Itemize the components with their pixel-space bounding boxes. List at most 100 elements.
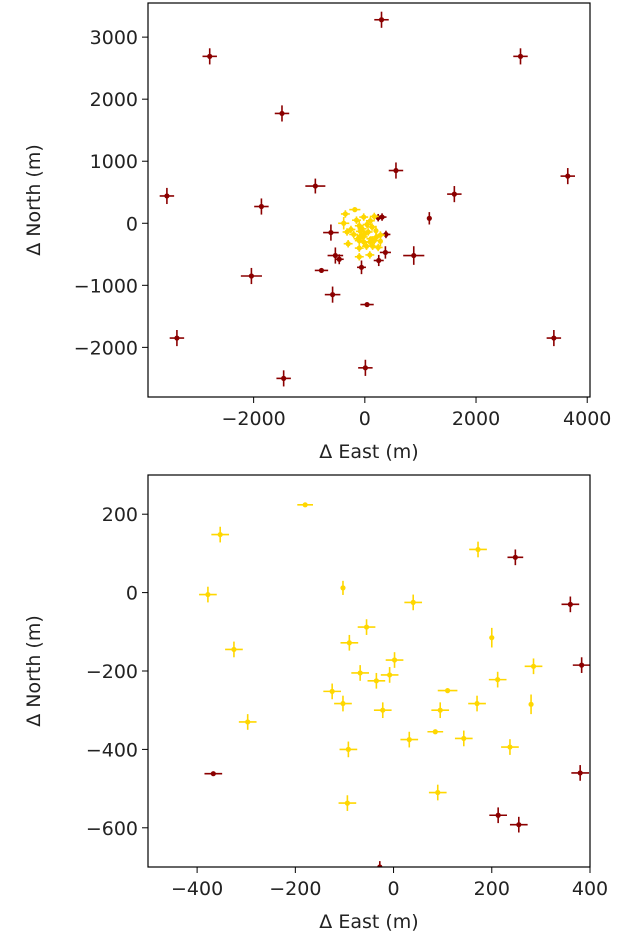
bottom-chart-x-tick-label: −400 <box>171 878 223 900</box>
top-chart-data-point-inner <box>365 251 375 259</box>
bottom-chart-data-point-inner <box>428 784 447 801</box>
top-chart-data-point-outer <box>513 48 528 65</box>
bottom-chart-data-point-inner <box>367 672 386 689</box>
bottom-chart-data-point-inner <box>380 667 399 683</box>
top-chart-data-point-outer <box>560 168 575 185</box>
top-chart-data-point-outer <box>324 286 341 303</box>
top-chart-data-point-outer <box>334 254 344 265</box>
bottom-chart-data-point-inner <box>323 683 342 700</box>
top-chart-data-point-outer <box>403 246 425 265</box>
bottom-chart-panel: −400 −200 0 200 400 −600 −400 −200 0 200 Δ East … <box>23 474 608 933</box>
top-chart-data-point-outer <box>274 105 290 122</box>
top-chart-data-point-outer <box>388 162 404 179</box>
bottom-chart-y-tick-label: −400 <box>86 739 138 761</box>
bottom-chart-data-point-inner <box>225 641 243 658</box>
bottom-chart-x-tick-label: 0 <box>388 878 400 900</box>
top-chart-data-point-inner <box>377 236 383 247</box>
bottom-chart-y-tick-label: 200 <box>102 504 138 526</box>
bottom-chart-data-point-inner <box>351 665 369 681</box>
top-chart-data-point-outer <box>327 247 344 264</box>
top-chart-data-point-outer <box>447 186 462 203</box>
top-chart-data-point-inner <box>359 213 369 221</box>
bottom-chart-x-ticks: −400 −200 0 200 400 <box>171 867 608 900</box>
top-chart-x-tick-label: 4000 <box>563 408 611 430</box>
top-chart-data-point-inner <box>373 243 383 252</box>
top-chart-data-point-outer <box>305 178 326 194</box>
top-chart-data-point-inner <box>340 210 350 218</box>
bottom-chart-data-point-inner <box>404 594 423 611</box>
top-chart-data-point-inner <box>349 230 359 239</box>
top-chart-points <box>159 11 575 387</box>
bottom-chart-x-axis-label: Δ East (m) <box>319 911 418 933</box>
bottom-chart-data-point-inner <box>339 741 358 758</box>
top-chart-data-point-outer <box>373 254 384 267</box>
top-chart-x-tick-label: −2000 <box>221 408 285 430</box>
bottom-chart-data-point-outer <box>572 657 590 673</box>
bottom-chart-data-point-outer <box>509 816 528 833</box>
bottom-chart-y-tick-label: 0 <box>126 583 138 605</box>
bottom-chart-data-point-inner <box>528 694 534 715</box>
bottom-chart-data-point-inner <box>454 730 473 747</box>
bottom-chart-data-point-inner <box>238 714 257 730</box>
top-chart-data-point-outer <box>374 11 389 28</box>
top-chart-y-tick-label: 0 <box>126 213 138 235</box>
bottom-chart-y-tick-label: −600 <box>86 818 138 840</box>
bottom-chart-data-point-inner <box>338 795 357 811</box>
bottom-chart-data-point-outer <box>377 861 383 867</box>
top-chart-y-tick-label: 1000 <box>90 151 138 173</box>
top-chart-data-point-outer <box>159 187 175 205</box>
bottom-chart-data-point-inner <box>385 652 404 668</box>
top-chart-data-point-inner <box>363 228 373 236</box>
bottom-chart-data-point-inner <box>211 526 230 543</box>
top-chart-data-point-inner <box>338 217 350 230</box>
top-chart-y-ticks: −2000 −1000 0 1000 2000 3000 <box>74 27 148 359</box>
top-chart-y-tick-label: 3000 <box>90 27 138 49</box>
top-chart-data-point-inner <box>343 240 353 248</box>
bottom-chart-data-point-inner <box>489 627 495 648</box>
top-chart-y-axis-label: Δ North (m) <box>23 144 45 256</box>
top-chart-data-point-inner <box>352 216 361 224</box>
bottom-chart-data-point-inner <box>340 634 359 651</box>
top-chart-data-point-outer <box>379 246 391 259</box>
bottom-chart-data-point-inner <box>427 729 444 735</box>
bottom-chart-data-point-outer <box>507 549 524 566</box>
bottom-chart-x-tick-label: 400 <box>572 878 608 900</box>
bottom-chart-data-point-outer <box>204 771 223 777</box>
top-chart-data-point-outer <box>426 212 432 225</box>
top-chart-x-ticks: −2000 0 2000 4000 <box>221 397 611 430</box>
bottom-chart-data-point-outer <box>489 807 508 824</box>
top-chart-panel: −2000 0 2000 4000 −2000 −1000 0 1000 2000 3000 Δ… <box>23 2 611 463</box>
top-chart-data-point-outer <box>202 48 217 65</box>
top-chart-data-point-outer <box>254 198 269 215</box>
bottom-chart-data-point-inner <box>357 619 376 635</box>
bottom-chart-data-point-inner <box>469 541 487 558</box>
top-chart-data-point-inner <box>354 244 364 252</box>
top-chart-y-tick-label: −1000 <box>74 275 138 297</box>
bottom-chart-data-point-inner <box>437 688 458 694</box>
top-chart-data-point-outer <box>314 267 329 274</box>
bottom-chart-data-point-inner <box>340 580 346 595</box>
top-chart-data-point-inner <box>365 238 375 246</box>
top-chart-data-point-inner <box>346 225 356 234</box>
top-chart-data-point-outer <box>323 224 339 241</box>
top-chart-plot-frame <box>147 2 591 398</box>
top-chart-data-point-outer <box>240 267 262 285</box>
bottom-chart-data-point-inner <box>524 658 543 675</box>
top-chart-data-point-inner <box>367 223 377 231</box>
top-chart-y-tick-label: −2000 <box>74 337 138 359</box>
bottom-chart-data-point-inner <box>400 731 419 748</box>
bottom-chart-data-point-inner <box>199 586 217 603</box>
top-chart-x-tick-label: 2000 <box>452 408 500 430</box>
top-chart-data-point-inner <box>365 217 375 225</box>
top-chart-x-tick-label: 0 <box>359 408 371 430</box>
top-chart-data-point-outer <box>360 301 374 308</box>
top-chart-y-tick-label: 2000 <box>90 89 138 111</box>
bottom-chart-data-point-inner <box>488 671 507 688</box>
bottom-chart-y-axis-label: Δ North (m) <box>23 615 45 727</box>
bottom-chart-data-point-outer <box>571 765 590 781</box>
top-chart-data-point-inner <box>354 253 364 261</box>
bottom-chart-y-tick-label: −200 <box>86 661 138 683</box>
top-chart-data-point-inner <box>369 212 379 221</box>
top-chart-x-axis-label: Δ East (m) <box>319 441 418 463</box>
